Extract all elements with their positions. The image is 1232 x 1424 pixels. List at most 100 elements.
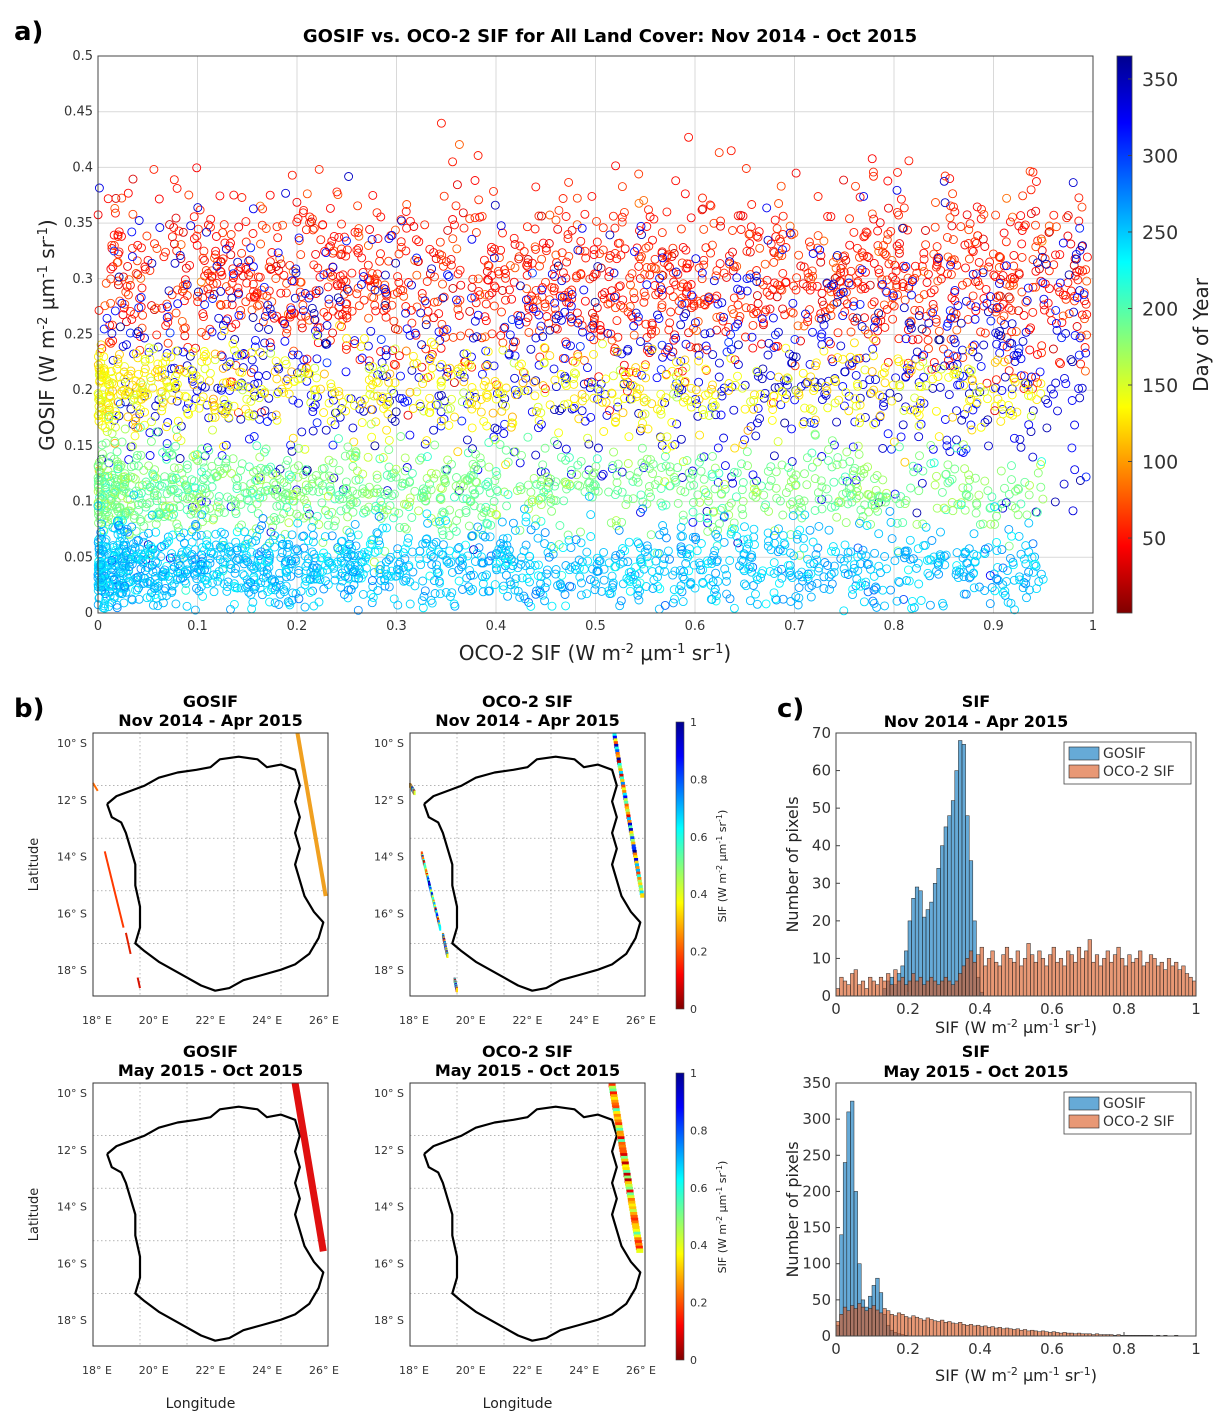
scatter-point: [107, 240, 117, 250]
scatter-point: [963, 314, 973, 324]
scatter-point: [541, 277, 550, 287]
scatter-point: [271, 480, 281, 490]
scatter-point: [367, 432, 377, 442]
scatter-point: [925, 571, 935, 581]
scatter-point: [580, 246, 590, 256]
scatter-point: [889, 291, 899, 301]
scatter-point: [914, 311, 924, 321]
scatter-point: [189, 212, 199, 222]
scatter-point: [703, 526, 713, 536]
scatter-point: [956, 222, 966, 232]
scatter-point: [487, 271, 497, 280]
scatter-point: [705, 328, 715, 338]
scatter-point: [967, 245, 977, 255]
scatter-point: [961, 263, 970, 273]
scatter-point: [405, 216, 415, 226]
scatter-point: [854, 418, 864, 428]
scatter-point: [608, 371, 618, 381]
scatter-point: [560, 307, 570, 317]
scatter-point: [260, 311, 270, 321]
scatter-point: [151, 303, 161, 313]
scatter-point: [137, 243, 146, 253]
scatter-point: [687, 290, 697, 300]
scatter-point: [1007, 461, 1016, 471]
scatter-point: [204, 376, 214, 386]
scatter-point: [192, 240, 202, 250]
scatter-point: [767, 415, 777, 425]
scatter-point: [106, 264, 116, 274]
scatter-point: [367, 598, 377, 608]
scatter-point: [816, 309, 826, 319]
scatter-point: [124, 275, 134, 285]
scatter-point: [813, 192, 823, 201]
scatter-point: [342, 284, 352, 294]
scatter-point: [294, 236, 304, 245]
scatter-point: [450, 492, 459, 502]
scatter-point: [846, 327, 856, 337]
scatter-point: [374, 511, 384, 521]
scatter-point: [945, 447, 955, 457]
scatter-point: [229, 401, 239, 411]
scatter-point: [657, 228, 667, 238]
scatter-point: [163, 338, 173, 348]
scatter-point: [845, 214, 854, 224]
scatter-point: [1028, 406, 1038, 416]
scatter-point: [524, 303, 534, 313]
scatter-point: [311, 286, 321, 296]
scatter-point: [451, 201, 461, 211]
scatter-point: [588, 272, 598, 282]
scatter-point: [750, 390, 759, 400]
scatter-point: [996, 466, 1006, 476]
scatter-point: [1007, 305, 1017, 315]
scatter-point: [686, 213, 696, 223]
scatter-point: [176, 240, 186, 250]
scatter-point: [183, 342, 193, 352]
scatter-point: [919, 266, 929, 276]
scatter-point: [699, 224, 709, 234]
scatter-point: [164, 312, 174, 322]
scatter-point: [162, 312, 172, 322]
scatter-point: [914, 421, 924, 431]
scatter-point: [137, 283, 147, 293]
scatter-point: [363, 260, 373, 270]
scatter-point: [1004, 292, 1014, 302]
scatter-point: [680, 189, 690, 199]
scatter-point: [1047, 316, 1057, 326]
scatter-point: [549, 364, 559, 374]
scatter-point: [203, 269, 213, 278]
scatter-point: [350, 336, 360, 346]
scatter-point: [1039, 294, 1049, 304]
scatter-point: [479, 416, 489, 426]
scatter-point: [618, 408, 628, 418]
scatter-point: [939, 176, 949, 186]
scatter-point: [496, 245, 506, 255]
scatter-point: [786, 597, 796, 606]
scatter-point: [702, 345, 712, 355]
scatter-point: [131, 349, 141, 358]
scatter-point: [550, 405, 559, 415]
scatter-point: [227, 300, 237, 310]
scatter-point: [347, 306, 357, 316]
scatter-point: [1070, 271, 1080, 281]
scatter-point: [825, 304, 835, 314]
scatter-point: [396, 432, 406, 441]
scatter-point: [724, 379, 734, 388]
scatter-point: [537, 254, 547, 264]
scatter-point: [418, 379, 428, 389]
scatter-point: [1074, 384, 1084, 394]
scatter-point: [237, 248, 247, 258]
scatter-point: [892, 280, 902, 290]
scatter-point: [754, 227, 764, 237]
scatter-point: [430, 272, 439, 282]
scatter-point: [677, 366, 687, 376]
scatter-point: [808, 271, 818, 281]
scatter-point: [883, 229, 893, 239]
scatter-point: [665, 318, 675, 328]
scatter-point: [749, 404, 758, 414]
scatter-point: [950, 464, 960, 474]
scatter-point: [482, 421, 492, 431]
scatter-point: [298, 300, 308, 310]
scatter-point: [266, 348, 276, 358]
scatter-point: [921, 522, 931, 532]
scatter-point: [531, 182, 541, 192]
